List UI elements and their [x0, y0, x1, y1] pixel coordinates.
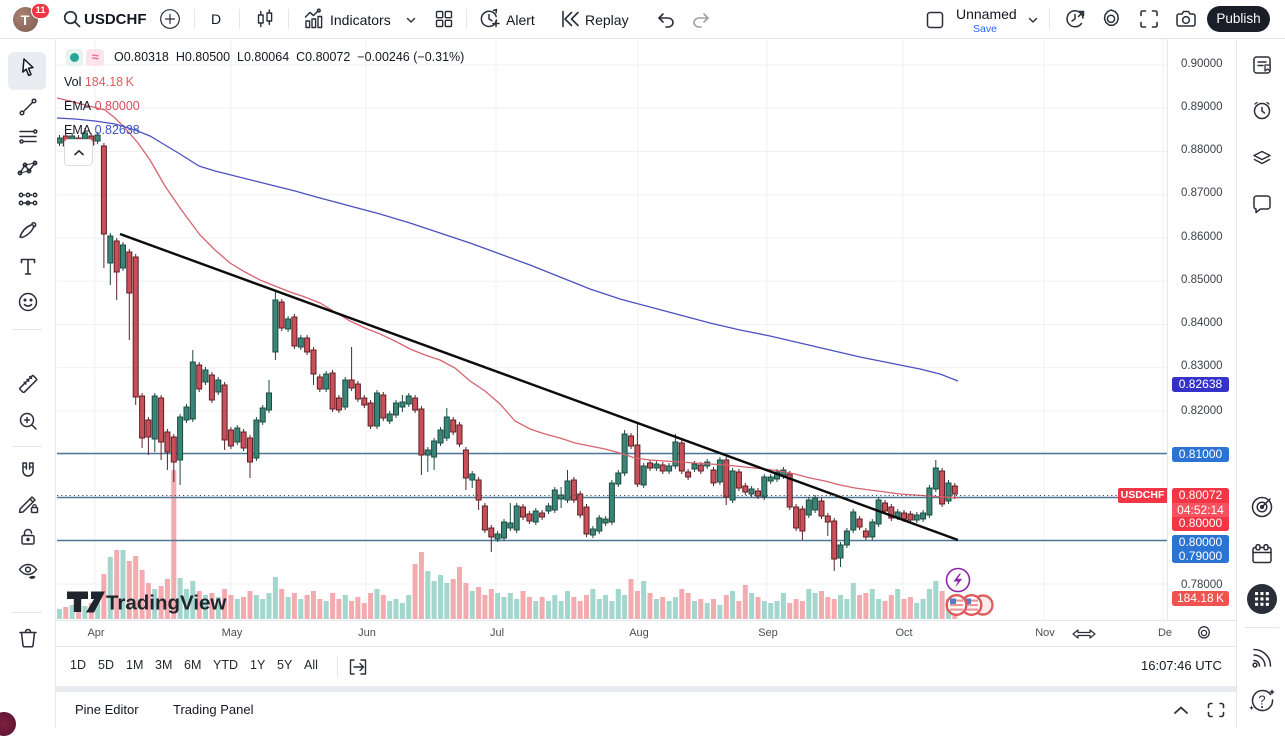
svg-text:?: ?	[1258, 693, 1265, 708]
svg-text:TradingView: TradingView	[106, 592, 226, 615]
